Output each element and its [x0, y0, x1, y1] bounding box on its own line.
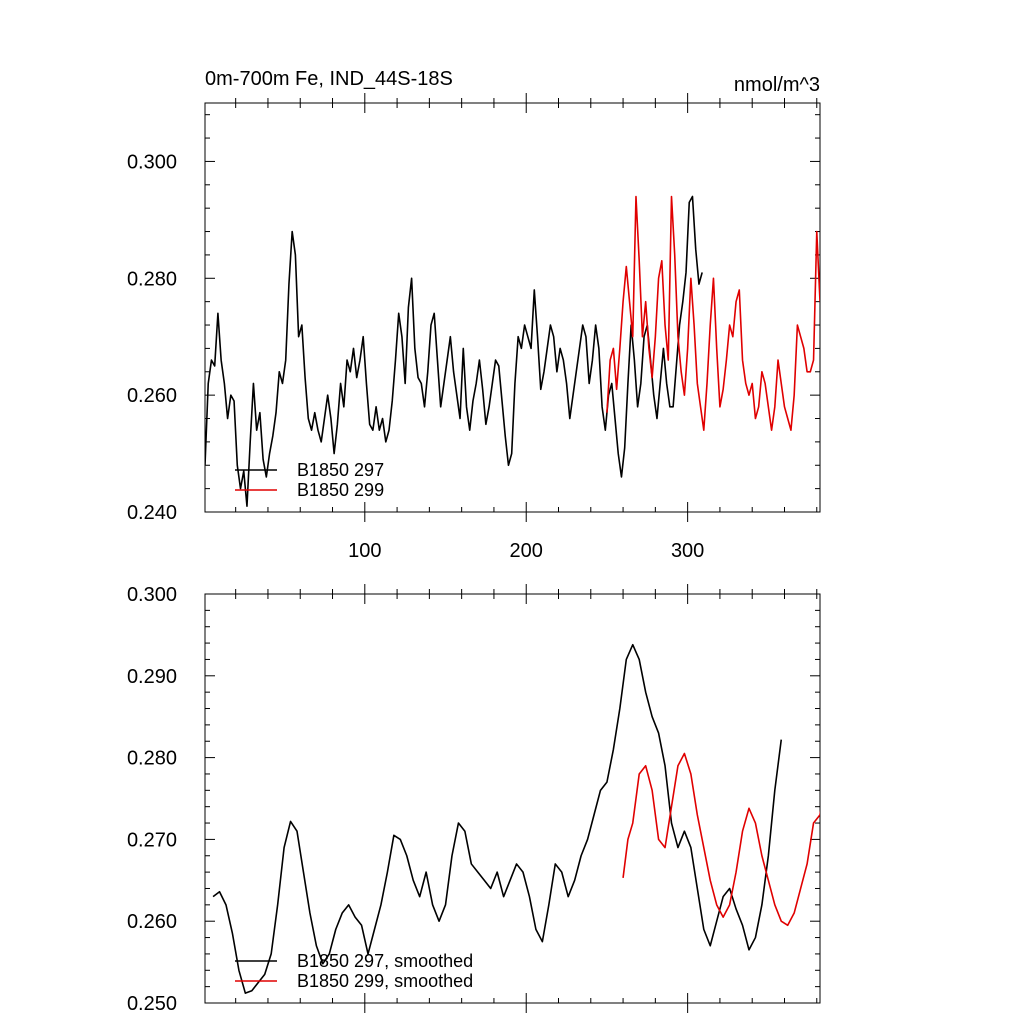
y-tick-label: 0.250: [127, 993, 177, 1015]
plot-frame: [204, 102, 821, 513]
x-tick-label: 300: [671, 540, 704, 562]
y-tick-label: 0.280: [127, 268, 177, 290]
plot-frame: [204, 593, 821, 1004]
y-tick-label: 0.260: [127, 385, 177, 407]
series-line-1: [205, 195, 703, 507]
y-tick-label: 0.280: [127, 748, 177, 770]
series-line-2: [606, 195, 820, 431]
y-tick-label: 0.290: [127, 666, 177, 688]
legend-label-2: B1850 299: [297, 480, 384, 500]
x-tick-label: 200: [510, 540, 543, 562]
y-tick-label: 0.260: [127, 911, 177, 933]
units-label: nmol/m^3: [734, 74, 820, 96]
y-tick-label: 0.240: [127, 502, 177, 524]
legend-label-2: B1850 299, smoothed: [297, 971, 473, 991]
legend-label-1: B1850 297: [297, 460, 384, 480]
top-panel: 0.240 0.260 0.280 0.300 100 200 300 0m-700m Fe,…: [127, 68, 821, 562]
y-tick-label: 0.300: [127, 584, 177, 606]
y-tick-label: 0.300: [127, 151, 177, 173]
legend-label-1: B1850 297, smoothed: [297, 951, 473, 971]
series-line-2: [622, 752, 820, 927]
chart-title: 0m-700m Fe, IND_44S-18S: [205, 68, 453, 90]
series-line-1: [212, 643, 783, 994]
x-tick-label: 100: [348, 540, 381, 562]
series-group: [205, 195, 820, 507]
y-tick-label: 0.270: [127, 829, 177, 851]
series-group: [212, 643, 820, 994]
bottom-panel: 0.250 0.260 0.270 0.280 0.290 0.300 B1850 297,…: [127, 584, 821, 1015]
